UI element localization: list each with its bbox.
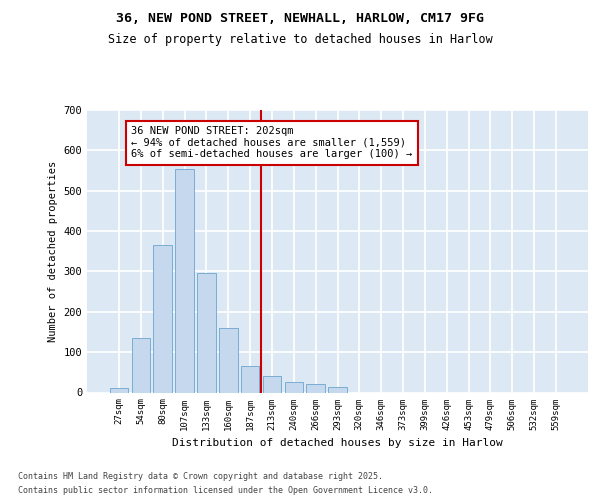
X-axis label: Distribution of detached houses by size in Harlow: Distribution of detached houses by size … — [172, 438, 503, 448]
Bar — [263, 376, 281, 392]
Y-axis label: Number of detached properties: Number of detached properties — [48, 160, 58, 342]
Bar — [328, 387, 347, 392]
Bar — [131, 338, 150, 392]
Bar — [175, 168, 194, 392]
Bar — [197, 274, 216, 392]
Text: 36 NEW POND STREET: 202sqm
← 94% of detached houses are smaller (1,559)
6% of se: 36 NEW POND STREET: 202sqm ← 94% of deta… — [131, 126, 412, 160]
Text: 36, NEW POND STREET, NEWHALL, HARLOW, CM17 9FG: 36, NEW POND STREET, NEWHALL, HARLOW, CM… — [116, 12, 484, 26]
Bar — [284, 382, 303, 392]
Bar — [241, 366, 259, 392]
Bar — [219, 328, 238, 392]
Text: Contains HM Land Registry data © Crown copyright and database right 2025.: Contains HM Land Registry data © Crown c… — [18, 472, 383, 481]
Text: Size of property relative to detached houses in Harlow: Size of property relative to detached ho… — [107, 32, 493, 46]
Bar — [307, 384, 325, 392]
Bar — [154, 245, 172, 392]
Bar — [110, 388, 128, 392]
Text: Contains public sector information licensed under the Open Government Licence v3: Contains public sector information licen… — [18, 486, 433, 495]
